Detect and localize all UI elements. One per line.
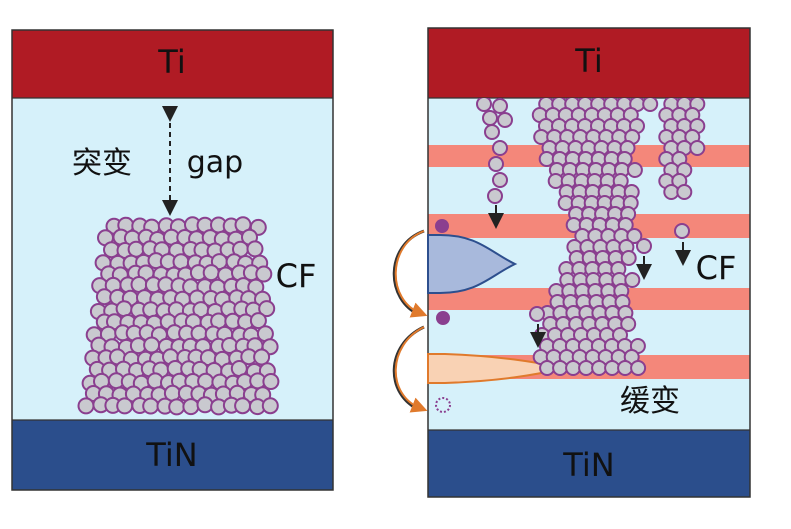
metal-ion (620, 316, 637, 332)
metal-ion (492, 172, 508, 188)
abrupt-label: 突变 (72, 146, 132, 181)
metal-ion (261, 397, 279, 415)
metal-ion (482, 110, 498, 126)
metal-ion (249, 312, 267, 330)
metal-ion (578, 360, 595, 376)
metal-ion (168, 398, 186, 416)
empty-vacancy (435, 397, 451, 413)
left-panel-border (11, 29, 334, 491)
right-ti-electrode (428, 28, 750, 98)
left-tin-electrode (12, 420, 333, 490)
metal-ion (626, 228, 643, 244)
metal-ion (497, 112, 513, 128)
migration-arrows (488, 205, 691, 348)
left-ti-electrode (12, 30, 333, 98)
metal-ion (143, 336, 161, 354)
metal-ion (255, 265, 273, 283)
metal-ion (604, 360, 621, 376)
metal-ion (539, 360, 556, 376)
metal-ion (565, 360, 582, 376)
metal-ion (547, 173, 564, 189)
metal-ion (484, 124, 500, 140)
left-tin-label: TiN (145, 436, 197, 474)
oxygen-vacancy (435, 219, 449, 233)
metal-ion (258, 300, 276, 318)
metal-ion (630, 360, 647, 376)
oxygen-vacancy (436, 311, 450, 325)
metal-ion (642, 98, 659, 112)
metal-ion (246, 240, 264, 258)
left-conductive-filament (77, 216, 280, 416)
metal-ion (529, 306, 545, 322)
metal-ion (617, 360, 634, 376)
metal-ion (476, 98, 492, 112)
metal-ion (624, 272, 641, 288)
metal-ion (620, 250, 637, 266)
metal-ion (626, 162, 643, 178)
hopping-arrow-upper (392, 229, 425, 317)
metal-ion (115, 300, 133, 318)
right-tin-electrode (428, 430, 750, 497)
metal-ion (689, 140, 706, 156)
metal-ion (253, 348, 271, 366)
metal-ion (674, 223, 690, 239)
metal-ion (663, 184, 680, 200)
metal-ion (591, 360, 608, 376)
right-panel: Ti TiN CF 缓变 (392, 27, 751, 498)
metal-ion (538, 151, 555, 167)
metal-ion (142, 397, 160, 415)
hopping-arrow-upper-head (394, 230, 428, 318)
metal-ion (488, 156, 504, 172)
metal-ion (116, 397, 134, 415)
metal-ion (487, 188, 503, 204)
right-tin-label: TiN (562, 446, 614, 484)
metal-ion (676, 184, 693, 200)
metal-ion (234, 397, 252, 415)
metal-ion (196, 396, 214, 414)
hopping-arrow-lower (392, 325, 425, 412)
left-cf-label: CF (276, 257, 317, 295)
metal-ion (492, 140, 508, 156)
metal-ion (552, 360, 569, 376)
metal-ion (636, 238, 652, 254)
metal-ion (262, 373, 280, 390)
metal-ion (202, 264, 220, 282)
metal-ion (182, 398, 200, 416)
metal-ion (492, 98, 508, 114)
left-ti-label: Ti (157, 43, 185, 81)
gap-label: gap (187, 145, 243, 180)
blue-trap-peak (427, 234, 518, 294)
left-panel: Ti TiN 突变 gap CF (11, 29, 334, 491)
hopping-arrow-lower-head (394, 326, 428, 413)
right-ti-label: Ti (574, 42, 602, 80)
right-cf-label: CF (696, 249, 737, 287)
metal-ion (77, 397, 95, 415)
gradual-label: 缓变 (620, 384, 680, 419)
metal-ion (557, 195, 574, 211)
